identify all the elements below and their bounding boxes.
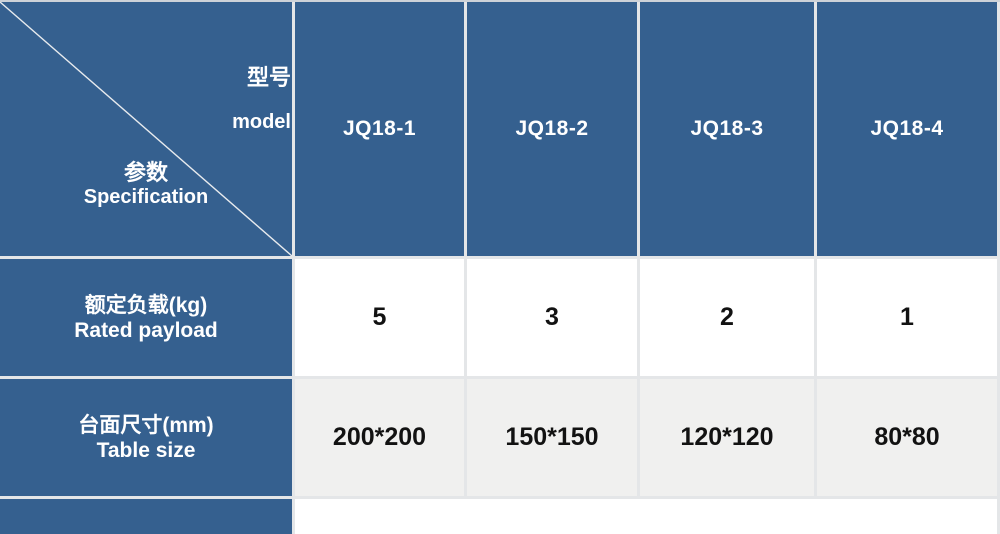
- table-cell-payload-jq18-1: 5: [295, 259, 464, 376]
- diagonal-divider-line: [0, 2, 292, 256]
- corner-model-label-en: model: [232, 111, 291, 133]
- corner-model-label-zh: 型号: [246, 65, 291, 90]
- corner-specification-label: 参数 Specification: [0, 160, 292, 209]
- column-header-jq18-4: JQ18-4: [817, 2, 997, 256]
- table-cell-size-jq18-3: 120*120: [640, 379, 814, 496]
- table-cell-size-jq18-2: 150*150: [467, 379, 637, 496]
- table-cell-payload-jq18-4: 1: [817, 259, 997, 376]
- column-header-jq18-1: JQ18-1: [295, 2, 464, 256]
- table-cell-size-jq18-4: 80*80: [817, 379, 997, 496]
- row-header-rated-payload: 额定负载(kg) Rated payload: [0, 259, 292, 376]
- table-cell-payload-jq18-2: 3: [467, 259, 637, 376]
- column-header-jq18-3: JQ18-3: [640, 2, 814, 256]
- row-header-table-size-en: Table size: [96, 438, 196, 462]
- corner-header-cell: 型号 model 参数 Specification: [0, 2, 292, 256]
- row-header-rated-payload-zh: 额定负载(kg): [84, 293, 208, 317]
- table-cell-payload-jq18-3: 2: [640, 259, 814, 376]
- corner-model-label: 型号 model: [232, 66, 291, 134]
- corner-specification-label-zh: 参数: [123, 160, 168, 185]
- row-header-table-size-zh: 台面尺寸(mm): [78, 413, 214, 437]
- table-cell-size-jq18-1: 200*200: [295, 379, 464, 496]
- row-header-stub-clipped: [0, 499, 292, 534]
- row-header-table-size: 台面尺寸(mm) Table size: [0, 379, 292, 496]
- corner-specification-label-en: Specification: [83, 186, 209, 208]
- row-values-stub-clipped: [295, 499, 997, 534]
- row-header-rated-payload-en: Rated payload: [74, 318, 218, 342]
- column-header-jq18-2: JQ18-2: [467, 2, 637, 256]
